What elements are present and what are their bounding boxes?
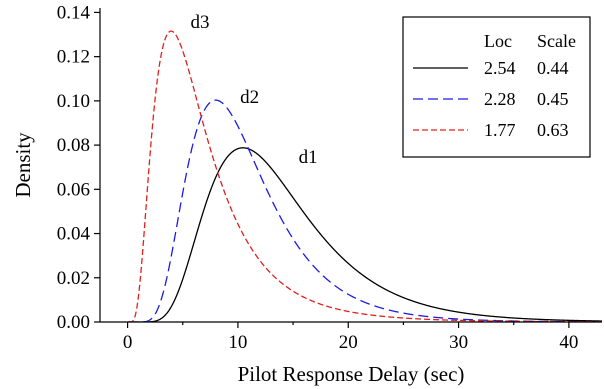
legend-scale-d2: 0.45 — [537, 89, 569, 109]
legend-header-loc: Loc — [484, 31, 512, 51]
annotation-d1: d1 — [299, 147, 318, 168]
x-tick-label: 20 — [339, 332, 358, 353]
x-tick-label: 30 — [449, 332, 468, 353]
legend-box — [402, 16, 591, 158]
annotation-d2: d2 — [240, 87, 259, 108]
y-axis-title: Density — [11, 132, 35, 198]
y-tick-label: 0.12 — [57, 47, 90, 68]
y-tick-label: 0.04 — [57, 224, 91, 245]
x-tick-label: 40 — [559, 332, 578, 353]
x-tick-label: 10 — [228, 332, 247, 353]
legend: Loc Scale 2.54 0.44 2.28 0.45 1.77 0.63 — [402, 16, 591, 158]
legend-loc-d3: 1.77 — [484, 120, 516, 140]
y-tick-label: 0.02 — [57, 268, 90, 289]
legend-scale-d3: 0.63 — [537, 120, 569, 140]
y-tick-label: 0.08 — [57, 135, 90, 156]
y-tick-label: 0.00 — [57, 312, 90, 333]
y-tick-label: 0.14 — [57, 2, 91, 23]
y-tick-label: 0.10 — [57, 91, 90, 112]
legend-scale-d1: 0.44 — [537, 58, 569, 78]
y-tick-label: 0.06 — [57, 179, 90, 200]
x-axis-title: Pilot Response Delay (sec) — [238, 362, 465, 386]
curve-d2 — [128, 99, 602, 322]
axes-layer: 0.00 0.02 0.04 0.06 0.08 0.10 0.12 0.14 0 10 20 30 4… — [57, 2, 602, 353]
annotation-d3: d3 — [190, 12, 209, 33]
series-annotations: d1 d2 d3 — [190, 12, 317, 168]
legend-header-scale: Scale — [537, 31, 576, 51]
curve-d3 — [128, 30, 602, 322]
legend-loc-d1: 2.54 — [484, 58, 516, 78]
legend-loc-d2: 2.28 — [484, 89, 516, 109]
curves-layer — [128, 30, 602, 322]
curve-d1 — [128, 147, 602, 322]
x-tick-label: 0 — [123, 332, 133, 353]
